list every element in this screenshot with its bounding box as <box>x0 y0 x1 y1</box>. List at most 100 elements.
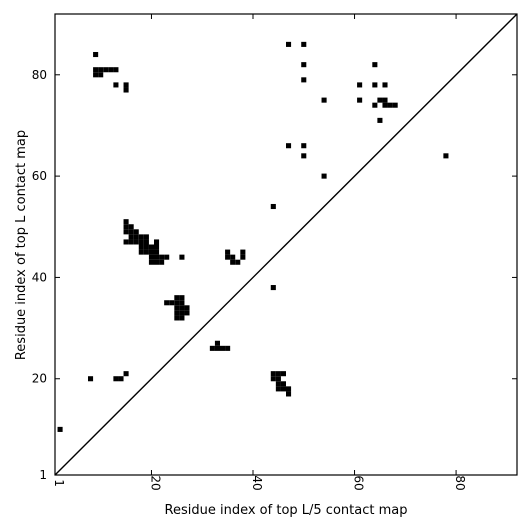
data-point <box>301 153 307 159</box>
data-point <box>174 315 180 321</box>
y-tick-label: 1 <box>39 468 47 482</box>
data-point <box>275 386 281 392</box>
data-point <box>133 229 139 235</box>
data-point <box>377 97 383 103</box>
data-point <box>113 67 119 73</box>
data-point <box>275 376 281 382</box>
data-point <box>179 305 185 311</box>
data-point <box>286 391 292 397</box>
data-point <box>301 41 307 47</box>
data-point <box>159 259 165 265</box>
data-point <box>230 259 236 265</box>
data-point <box>280 386 286 392</box>
data-point <box>174 295 180 301</box>
data-point <box>392 102 398 108</box>
data-point <box>88 376 94 382</box>
data-point <box>154 254 160 260</box>
data-point <box>377 117 383 123</box>
data-point <box>154 249 160 255</box>
data-point <box>159 254 165 260</box>
y-axis-title: Residue index of top L contact map <box>14 130 29 360</box>
data-point <box>148 244 154 250</box>
data-point <box>275 371 281 377</box>
data-point <box>174 305 180 311</box>
data-point <box>301 143 307 149</box>
data-point <box>113 376 119 382</box>
data-point <box>357 97 363 103</box>
data-point <box>154 244 160 250</box>
data-point <box>169 300 175 306</box>
data-point <box>138 244 144 250</box>
data-point <box>123 87 129 93</box>
data-point <box>93 67 99 73</box>
data-point <box>214 340 220 346</box>
data-point <box>123 371 129 377</box>
data-point <box>184 310 190 316</box>
data-point <box>123 229 129 235</box>
plot-frame <box>54 13 518 476</box>
data-point <box>270 203 276 210</box>
data-point <box>382 82 388 88</box>
y-axis-ticks: 1 20 40 60 80 <box>32 68 517 482</box>
data-point <box>179 295 185 301</box>
data-point <box>280 381 286 387</box>
data-point <box>382 97 388 103</box>
data-point <box>184 305 190 311</box>
data-point <box>143 234 149 240</box>
data-point <box>235 259 241 265</box>
data-point <box>372 62 378 68</box>
data-point <box>154 259 160 265</box>
diagonal-line <box>55 14 517 475</box>
y-tick-label: 80 <box>32 68 47 82</box>
data-points <box>57 41 449 432</box>
data-point <box>174 300 180 306</box>
data-point <box>301 77 307 83</box>
data-point <box>286 41 292 47</box>
data-point <box>387 102 393 108</box>
data-point <box>321 173 327 179</box>
x-axis-ticks: 1 20 40 60 80 <box>52 14 467 491</box>
data-point <box>321 97 327 103</box>
data-point <box>123 224 129 230</box>
data-point <box>148 259 154 265</box>
data-point <box>118 376 124 382</box>
data-point <box>113 82 119 88</box>
data-point <box>143 239 149 245</box>
data-point <box>123 82 129 88</box>
data-point <box>148 254 154 260</box>
data-point <box>382 102 388 108</box>
data-point <box>108 67 114 73</box>
data-point <box>179 300 185 306</box>
x-tick-label: 40 <box>250 475 264 490</box>
y-tick-label: 40 <box>32 270 47 284</box>
data-point <box>179 310 185 316</box>
data-point <box>372 82 378 88</box>
data-point <box>230 254 236 260</box>
data-point <box>225 254 231 260</box>
data-point <box>443 153 449 159</box>
y-tick-label: 60 <box>32 169 47 183</box>
data-point <box>143 244 149 250</box>
data-point <box>164 300 170 306</box>
data-point <box>103 67 109 73</box>
data-point <box>301 62 307 68</box>
data-point <box>138 234 144 240</box>
data-point <box>270 371 276 377</box>
x-tick-label: 20 <box>148 475 162 490</box>
data-point <box>240 249 246 255</box>
x-tick-label: 80 <box>453 475 467 490</box>
x-tick-label: 60 <box>352 475 366 490</box>
data-point <box>93 72 99 78</box>
data-point <box>98 67 104 73</box>
data-point <box>128 224 134 230</box>
data-point <box>148 249 154 255</box>
data-point <box>275 381 281 387</box>
data-point <box>225 345 231 351</box>
data-point <box>57 426 63 432</box>
data-point <box>133 234 139 240</box>
data-point <box>154 239 160 245</box>
data-point <box>240 254 246 260</box>
data-point <box>128 234 134 240</box>
data-point <box>138 239 144 245</box>
